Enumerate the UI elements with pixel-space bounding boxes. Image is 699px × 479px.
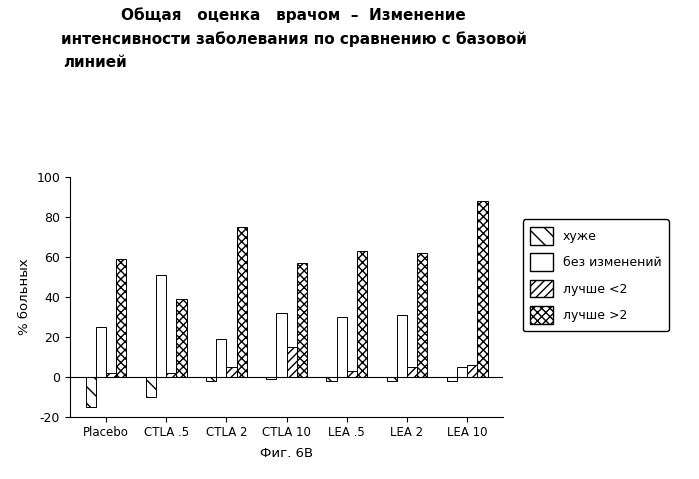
Legend: хуже, без изменений, лучше <2, лучше >2: хуже, без изменений, лучше <2, лучше >2 [523, 219, 669, 331]
Bar [156, 275, 166, 377]
Bar [216, 339, 226, 377]
Bar [85, 377, 96, 407]
Bar [447, 377, 457, 381]
Bar [116, 259, 127, 377]
Bar [407, 367, 417, 377]
Bar [326, 377, 336, 381]
Bar [397, 315, 407, 377]
Bar [206, 377, 216, 381]
Bar [176, 299, 187, 377]
Bar [417, 253, 427, 377]
Text: интенсивности заболевания по сравнению с базовой: интенсивности заболевания по сравнению с… [61, 31, 526, 47]
Bar [387, 377, 397, 381]
Y-axis label: % больных: % больных [17, 259, 31, 335]
Bar [357, 251, 367, 377]
Bar [166, 373, 176, 377]
Text: Фиг. 6В: Фиг. 6В [260, 447, 313, 460]
Bar [287, 347, 297, 377]
Bar [297, 263, 307, 377]
Bar [347, 371, 357, 377]
Bar [457, 367, 467, 377]
Bar [106, 373, 116, 377]
Bar [237, 227, 247, 377]
Bar [336, 317, 347, 377]
Text: Общая   оценка   врачом  –  Изменение: Общая оценка врачом – Изменение [121, 7, 466, 23]
Text: линией: линией [63, 55, 127, 70]
Bar [96, 327, 106, 377]
Bar [477, 201, 488, 377]
Bar [467, 365, 477, 377]
Bar [266, 377, 276, 379]
Bar [226, 367, 237, 377]
Bar [276, 313, 287, 377]
Bar [145, 377, 156, 397]
